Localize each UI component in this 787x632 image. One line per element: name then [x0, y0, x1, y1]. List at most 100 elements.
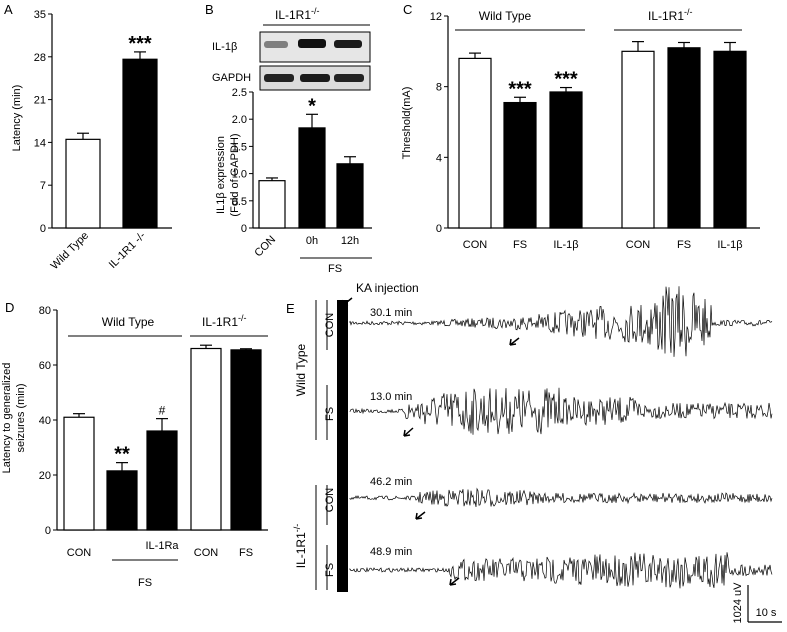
y-tick-label: 1.5: [232, 141, 247, 153]
y-tick-label: 0: [45, 525, 51, 537]
trace-3-condition: CON: [324, 488, 336, 513]
panel-a-ylabel: Latency (min): [11, 85, 23, 152]
eeg-trace-1: [349, 286, 773, 357]
x-tick-label: Wild Type: [49, 230, 91, 272]
y-tick-label: 21: [34, 95, 46, 107]
panel-b-letter: B: [205, 2, 214, 17]
eeg-trace-2: [349, 387, 773, 435]
ka-injection-label: KA injection: [356, 281, 419, 295]
panel-d-ylabel-line1: Latency to generalized: [1, 363, 13, 474]
bar: [190, 347, 222, 531]
panel-e-group-ko-text: IL-1R1: [294, 532, 308, 568]
bar: [146, 430, 178, 531]
panel-d-letter: D: [5, 300, 14, 315]
y-tick-label: 60: [39, 360, 51, 372]
x-tick-label: 0h: [306, 235, 318, 247]
y-tick-label: 0: [436, 223, 442, 235]
significance-marker: **: [114, 444, 130, 466]
y-tick-label: 7: [40, 180, 46, 192]
panel-b-header: IL-1R1-/-: [275, 6, 320, 22]
bar: [503, 101, 537, 229]
bar: [458, 57, 492, 229]
bar: [65, 138, 101, 229]
y-tick-label: 4: [436, 152, 442, 164]
significance-marker: ***: [554, 69, 578, 91]
panel-e-letter: E: [286, 301, 295, 316]
panel-b-header-text: IL-1R1: [275, 8, 311, 22]
x-tick-label: 12h: [341, 235, 359, 247]
bar: [258, 180, 286, 229]
scale-voltage-label: 1024 uV: [732, 582, 744, 624]
bar: [667, 47, 701, 229]
y-tick-label: 0: [40, 223, 46, 235]
panel-d: D Wild Type IL-1R1-/- Latency to general…: [1, 300, 268, 589]
x-tick-label: IL-1Ra: [145, 540, 179, 552]
panel-d-group-ko: IL-1R1-/-: [202, 313, 247, 329]
y-tick-label: 8: [436, 82, 442, 94]
bar: [122, 58, 158, 229]
panel-e-group-wt: Wild Type: [294, 343, 308, 396]
x-tick-label: IL-1β: [553, 239, 578, 251]
trace-1-time: 30.1 min: [370, 307, 412, 319]
y-tick-label: 14: [34, 137, 46, 149]
trace-3-time: 46.2 min: [370, 476, 412, 488]
panel-e-group-ko-sup: -/-: [292, 524, 302, 533]
x-tick-label: FS: [677, 239, 691, 251]
bar: [713, 50, 747, 229]
bar: [549, 91, 583, 229]
panel-e-group-ko: IL-1R1-/-: [292, 524, 308, 569]
trace-1-condition: CON: [324, 313, 336, 338]
trace-2-onset-arrow-icon: [403, 427, 414, 437]
y-tick-label: 12: [430, 11, 442, 23]
western-blot-gapdh: [259, 65, 371, 91]
y-tick-label: 28: [34, 52, 46, 64]
panel-b-header-sup: -/-: [311, 6, 320, 16]
panel-c-group-ko: IL-1R1-/-: [648, 7, 693, 23]
panel-c: C Wild Type IL-1R1-/- Threshold(mA) 0 4 8 1…: [401, 2, 760, 251]
panel-d-group-ko-text: IL-1R1: [202, 315, 238, 329]
trace-3-onset-arrow-icon: [415, 511, 426, 520]
panel-e: E KA injection Wild Type IL-1R1-/- CON F…: [286, 281, 782, 623]
significance-marker: *: [308, 95, 316, 117]
y-tick-label: 80: [39, 305, 51, 317]
western-blot-il1b: [259, 31, 371, 63]
bar: [63, 416, 95, 531]
scale-time-label: 10 s: [756, 607, 777, 619]
x-tick-label: CON: [463, 239, 488, 251]
trace-4-time: 48.9 min: [370, 546, 412, 558]
significance-marker: ***: [128, 33, 152, 55]
panel-c-group-ko-text: IL-1R1: [648, 9, 684, 23]
eeg-trace-4: [349, 552, 773, 589]
ka-injection-bar: [337, 300, 348, 592]
trace-4-condition: FS: [324, 563, 336, 577]
bar: [106, 470, 138, 531]
bar: [621, 50, 655, 229]
y-tick-label: 1.0: [232, 169, 247, 181]
panel-c-ylabel: Threshold(mA): [401, 87, 413, 160]
panel-a-letter: A: [4, 2, 13, 17]
x-tick-label: CON: [67, 547, 92, 559]
panel-d-ylabel-line2: seizures (min): [15, 383, 27, 452]
x-tick-label: CON: [194, 547, 219, 559]
panel-c-group-ko-sup: -/-: [684, 7, 693, 17]
scale-bar: 1024 uV 10 s: [732, 582, 782, 624]
bar: [336, 163, 364, 229]
y-tick-label: 0.5: [232, 196, 247, 208]
panel-b-fs-label: FS: [328, 263, 342, 275]
x-tick-label: CON: [252, 234, 278, 260]
significance-marker: ***: [508, 78, 532, 100]
trace-2-condition: FS: [324, 407, 336, 421]
x-tick-label: FS: [513, 239, 527, 251]
y-tick-label: 0: [241, 223, 247, 235]
trace-1-onset-arrow-icon: [509, 337, 520, 346]
y-tick-label: 2.5: [232, 87, 247, 99]
panel-c-letter: C: [403, 2, 412, 17]
x-tick-label: CON: [626, 239, 651, 251]
y-tick-label: 20: [39, 470, 51, 482]
significance-marker: #: [159, 404, 166, 418]
panel-d-fs-label: FS: [138, 577, 152, 589]
blot-label-il1b: IL-1β: [212, 41, 237, 53]
y-tick-label: 2.0: [232, 114, 247, 126]
trace-2-time: 13.0 min: [370, 391, 412, 403]
